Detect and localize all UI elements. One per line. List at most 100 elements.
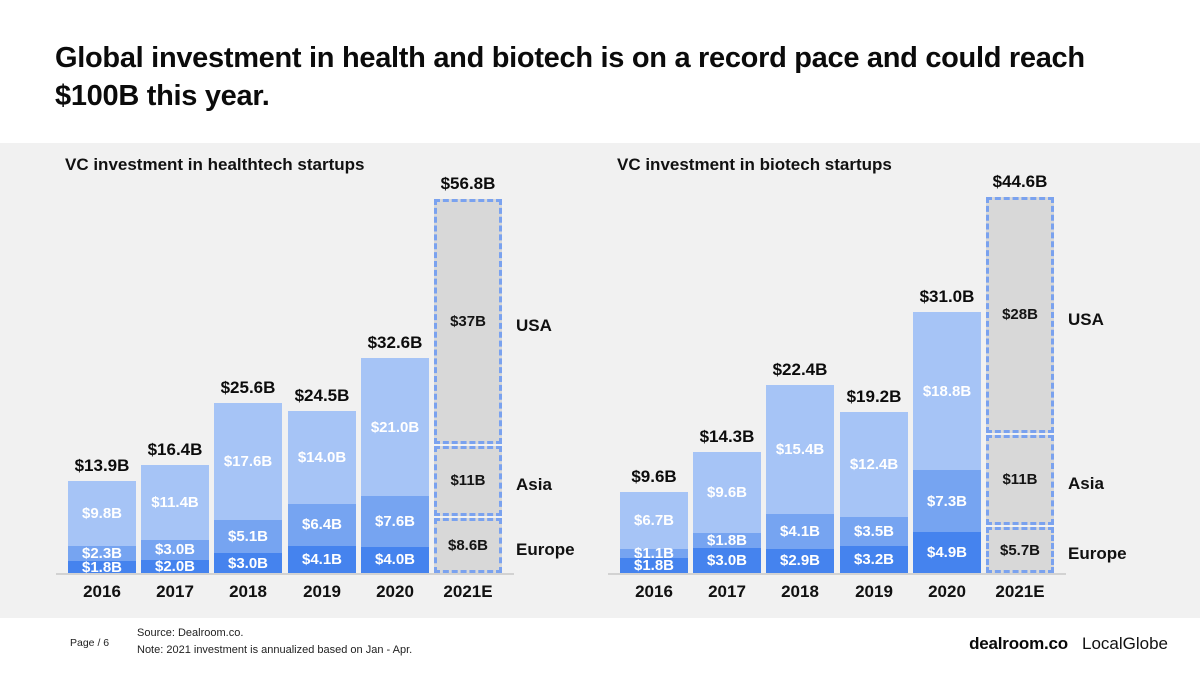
segment-value-label: $4.1B (779, 522, 821, 540)
region-label-usa: USA (1068, 309, 1104, 329)
bar-segment-asia-2021E: $11B (986, 434, 1054, 526)
segment-value-label: $5.1B (227, 527, 269, 545)
segment-value-label: $4.0B (374, 551, 416, 569)
segment-value-label: $11B (450, 472, 486, 490)
total-label-2021E: $56.8B (440, 174, 496, 194)
page-title: Global investment in health and biotech … (55, 42, 1085, 112)
year-label-2020: 2020 (928, 582, 966, 601)
bar-segment-usa-2020: $21.0B (361, 357, 429, 497)
segment-value-label: $5.7B (999, 541, 1041, 559)
localglobe-logo: LocalGlobe (1081, 634, 1168, 653)
year-label-2021E: 2021E (443, 582, 493, 601)
footer: Page / 6 Source: Dealroom.co. Note: 2021… (0, 618, 1200, 675)
segment-value-label: $2.3B (81, 545, 123, 563)
bar-segment-europe-2021E: $5.7B (986, 527, 1054, 573)
total-label-2019: $19.2B (846, 387, 902, 407)
chart-biotech: VC investment in biotech startups $9.6B $… (608, 143, 1160, 618)
segment-value-label: $37B (450, 312, 486, 330)
bar-segment-europe-2017: $2.0B (141, 557, 209, 575)
bar-segment-asia-2016: $1.1B (620, 544, 688, 562)
bar-2017: $16.4B $11.4B $3.0B $2.0B (141, 440, 209, 575)
bar-segment-asia-2016: $2.3B (68, 545, 136, 563)
segment-value-label: $21.0B (370, 418, 420, 436)
year-label-2017: 2017 (708, 582, 746, 601)
segment-value-label: $3.0B (706, 551, 748, 569)
bar-segment-asia-2018: $4.1B (766, 514, 834, 549)
bar-segment-asia-2021E: $11B (434, 445, 502, 517)
year-label-2018: 2018 (781, 582, 819, 601)
segment-value-label: $3.2B (853, 551, 895, 569)
chart-healthtech: VC investment in healthtech startups $13… (56, 143, 608, 618)
year-label-2019: 2019 (303, 582, 341, 601)
bar-2020: $32.6B $21.0B $7.6B $4.0B (361, 333, 429, 573)
region-label-usa: USA (516, 316, 552, 336)
estimate-bar-2021E: $44.6B $28B $11B $5.7B (986, 172, 1054, 573)
bar-segment-usa-2021E: $28B (986, 197, 1054, 433)
bar-segment-asia-2017: $1.8B (693, 531, 761, 549)
bar-segment-europe-2020: $4.0B (361, 546, 429, 573)
segment-value-label: $9.6B (706, 483, 748, 501)
segment-value-label: $1.1B (633, 544, 675, 562)
segment-value-label: $9.8B (81, 505, 123, 523)
bar-segment-europe-2021E: $8.6B (434, 518, 502, 573)
year-label-2020: 2020 (376, 582, 414, 601)
plot-biotech: $9.6B $6.7B $1.1B $1.8B 2016 $14.3B $9.6B $1.8B… (608, 165, 1160, 601)
title-band: Global investment in health and biotech … (0, 0, 1200, 143)
bar-segment-europe-2016: $1.8B (620, 556, 688, 574)
year-label-2019: 2019 (855, 582, 893, 601)
total-label-2018: $22.4B (772, 359, 828, 379)
bar-segment-europe-2019: $4.1B (288, 545, 356, 573)
bar-segment-usa-2016: $6.7B (620, 492, 688, 549)
source-line: Source: Dealroom.co. (137, 627, 244, 639)
segment-value-label: $2.0B (154, 557, 196, 575)
chart-title-healthtech: VC investment in healthtech startups (65, 155, 365, 174)
bar-segment-usa-2017: $11.4B (141, 464, 209, 540)
segment-value-label: $3.0B (154, 541, 196, 559)
segment-value-label: $28B (1002, 306, 1038, 324)
segment-value-label: $11B (1002, 471, 1038, 489)
source-note: Source: Dealroom.co. Note: 2021 investme… (137, 625, 412, 659)
segment-value-label: $4.9B (926, 543, 968, 561)
chart-band: VC investment in healthtech startups $13… (0, 143, 1200, 618)
region-label-europe: Europe (1068, 544, 1127, 564)
total-label-2017: $14.3B (699, 426, 755, 446)
bar-segment-europe-2017: $3.0B (693, 547, 761, 573)
bar-segment-asia-2018: $5.1B (214, 519, 282, 554)
year-label-2016: 2016 (83, 582, 121, 601)
bar-2018: $22.4B $15.4B $4.1B $2.9B (766, 360, 834, 573)
segment-value-label: $1.8B (633, 556, 675, 574)
bar-segment-europe-2018: $3.0B (214, 553, 282, 573)
segment-value-label: $1.8B (81, 558, 123, 576)
segment-value-label: $7.3B (926, 492, 968, 510)
x-axis-baseline (56, 573, 514, 575)
total-label-2018: $25.6B (220, 378, 276, 398)
segment-value-label: $3.0B (227, 554, 269, 572)
segment-value-label: $11.4B (151, 493, 199, 511)
total-label-2021E: $44.6B (992, 172, 1048, 192)
estimate-bar-2021E: $56.8B $37B $11B $8.6B (434, 174, 502, 573)
bar-2019: $24.5B $14.0B $6.4B $4.1B (288, 386, 356, 573)
total-label-2016: $9.6B (631, 467, 677, 487)
bar-segment-asia-2017: $3.0B (141, 540, 209, 560)
year-label-2021E: 2021E (995, 582, 1045, 601)
bar-segment-usa-2017: $9.6B (693, 451, 761, 533)
x-axis-baseline (608, 573, 1066, 575)
region-label-europe: Europe (516, 539, 575, 559)
bar-segment-asia-2019: $3.5B (840, 516, 908, 547)
bar-segment-asia-2019: $6.4B (288, 503, 356, 546)
segment-value-label: $7.6B (374, 513, 416, 530)
segment-value-label: $17.6B (223, 452, 273, 470)
bar-2016: $13.9B $9.8B $2.3B $1.8B (68, 456, 136, 576)
bar-2018: $25.6B $17.6B $5.1B $3.0B (214, 378, 282, 573)
note-line: Note: 2021 investment is annualized base… (137, 644, 413, 657)
plot-healthtech: $13.9B $9.8B $2.3B $1.8B 2016 $16.4B $11.4B $3.… (56, 165, 608, 601)
segment-value-label: $15.4B (775, 440, 825, 458)
year-label-2017: 2017 (156, 582, 194, 601)
total-label-2017: $16.4B (147, 439, 203, 459)
bar-segment-usa-2016: $9.8B (68, 481, 136, 546)
bar-segment-usa-2018: $17.6B (214, 403, 282, 520)
segment-value-label: $1.8B (706, 531, 748, 549)
dealroom-logo: dealroom.co (969, 634, 1068, 653)
bar-segment-usa-2018: $15.4B (766, 384, 834, 515)
segment-value-label: $6.7B (633, 511, 675, 529)
